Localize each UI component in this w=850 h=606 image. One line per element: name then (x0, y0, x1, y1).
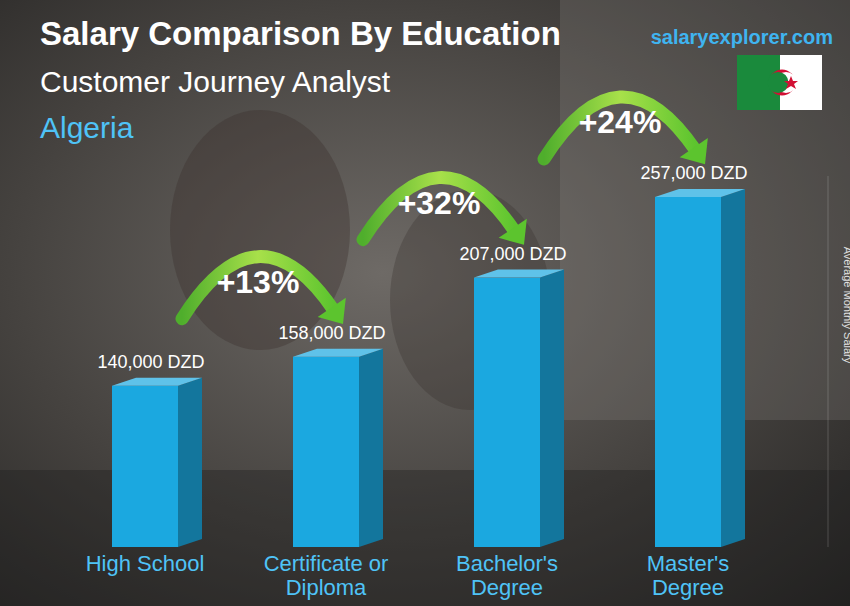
data-label: 207,000 DZD (459, 244, 566, 264)
annotation-arrow (363, 178, 515, 240)
category-label-line: Degree (652, 575, 724, 600)
bar-side (721, 189, 745, 547)
bar (655, 189, 745, 547)
chart-container: 140,000 DZD 158,000 DZD 207,000 DZD 257,000… (0, 0, 850, 606)
data-label: 257,000 DZD (640, 163, 747, 183)
bar-side (359, 349, 383, 547)
data-label: 158,000 DZD (278, 323, 385, 343)
bar-top (655, 189, 745, 197)
category-label-line: Diploma (286, 575, 367, 600)
bar (293, 349, 383, 547)
category-label: Bachelor'sDegree (456, 551, 558, 600)
category-label-line: Master's (647, 551, 729, 576)
category-label-line: Bachelor's (456, 551, 558, 576)
category-label: Certificate orDiploma (264, 551, 389, 600)
source: salaryexplorer.com (651, 26, 833, 48)
category-label: Master'sDegree (647, 551, 729, 600)
chart-svg: 140,000 DZD 158,000 DZD 207,000 DZD 257,000… (0, 0, 850, 606)
category-label-line: Certificate or (264, 551, 389, 576)
flag-crescent-cut (768, 72, 789, 93)
bars (112, 189, 745, 547)
bar-front (293, 357, 359, 547)
flag (737, 55, 822, 110)
bar-front (112, 386, 178, 547)
bar (474, 270, 564, 547)
annotation: +13% (217, 264, 300, 300)
background (0, 0, 850, 606)
flag-white (780, 55, 822, 110)
annotation: +32% (398, 185, 481, 221)
title: Salary Comparison By Education (40, 15, 561, 52)
data-label: 140,000 DZD (97, 352, 204, 372)
annotation-arrow (182, 257, 334, 319)
bar-front (655, 197, 721, 547)
bar (112, 378, 202, 547)
axis-title: Average Monthly Salary (842, 247, 850, 364)
bar-top (474, 270, 564, 278)
bar-top (112, 378, 202, 386)
annotation: +24% (579, 104, 662, 140)
category-label-line: High School (86, 551, 205, 576)
bar-top (293, 349, 383, 357)
bar-side (540, 270, 564, 547)
flag-star (784, 76, 798, 89)
annotation-arrow-head (318, 298, 346, 324)
bar-side (178, 378, 202, 547)
category-label: High School (86, 551, 205, 576)
subtitle: Customer Journey Analyst (40, 65, 391, 98)
annotation-arrow (544, 97, 696, 159)
value-axis-line (828, 176, 829, 547)
annotation-arrow-head (499, 219, 527, 245)
annotation-arrow-head (680, 138, 708, 164)
category-label-line: Degree (471, 575, 543, 600)
background-figure (170, 110, 350, 350)
location: Algeria (40, 111, 134, 144)
bar-front (474, 278, 540, 547)
